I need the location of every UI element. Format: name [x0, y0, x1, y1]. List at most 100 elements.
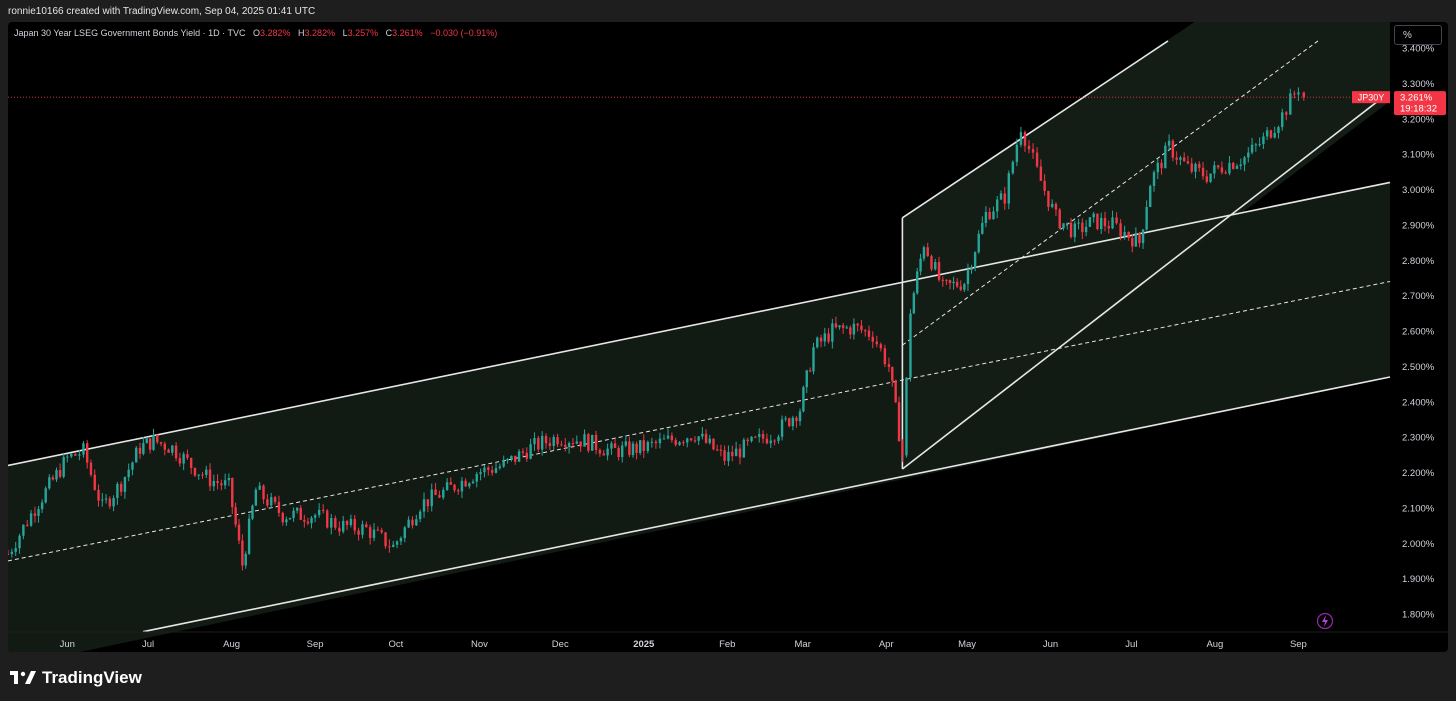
candle-body: [856, 323, 859, 326]
candle-body: [598, 450, 602, 454]
candle-body: [216, 481, 219, 484]
candle-body: [58, 470, 62, 477]
candle-body: [571, 443, 575, 445]
candle-body: [33, 513, 37, 516]
candle-body: [167, 449, 170, 453]
candle-body: [697, 436, 700, 441]
candle-body: [1115, 217, 1118, 224]
candle-body: [901, 441, 904, 456]
change-value: −0.030 (−0.91%): [430, 28, 498, 38]
candle-body: [602, 453, 605, 456]
candle-body: [552, 437, 555, 446]
candle-body: [977, 233, 980, 253]
candle-body: [403, 527, 406, 539]
candle-body: [841, 325, 845, 328]
candle-body: [48, 477, 51, 489]
high-value: 3.282%: [304, 28, 336, 38]
candle-body: [860, 325, 863, 331]
candle-body: [1043, 180, 1046, 191]
candle-body: [617, 447, 620, 458]
candle-body: [784, 418, 787, 420]
candle-body: [372, 529, 376, 538]
y-tick-label: 2.300%: [1402, 433, 1435, 444]
candle-body: [86, 443, 89, 463]
candle-body: [941, 279, 945, 281]
candle-body: [93, 474, 96, 490]
candle-body: [502, 460, 505, 467]
y-tick-label: 1.800%: [1402, 610, 1435, 621]
candle-body: [606, 448, 609, 456]
open-value: 3.282%: [260, 28, 291, 38]
y-tick-label: 2.500%: [1402, 362, 1435, 373]
symbol-tag-label: JP30Y: [1358, 93, 1385, 103]
x-tick-label: Sep: [1290, 639, 1307, 650]
candle-body: [1182, 157, 1186, 162]
candle-body: [701, 433, 704, 437]
candle-body: [712, 438, 715, 450]
candle-body: [1035, 152, 1039, 167]
candle-body: [223, 480, 227, 486]
x-tick-label: Nov: [471, 639, 488, 650]
candle-body: [1190, 163, 1193, 172]
candle-body: [594, 434, 598, 451]
percent-scale-button[interactable]: %: [1394, 25, 1442, 45]
main-channel-lower-line: [142, 376, 1391, 633]
candle-body: [952, 281, 955, 284]
candle-body: [361, 524, 364, 535]
candle-body: [1003, 193, 1006, 204]
candle-body: [8, 553, 10, 555]
candle-body: [984, 211, 988, 223]
steep-channel-upper-line: [901, 40, 1169, 219]
candle-body: [894, 380, 897, 403]
candle-body: [575, 441, 579, 444]
candle-body: [791, 417, 795, 427]
candle-body: [171, 445, 174, 453]
candle-body: [981, 222, 984, 234]
candle-body: [963, 284, 966, 290]
chart-area[interactable]: 1.800% 1.900% 2.000% 2.100% 2.200% 2.300% 2.40…: [8, 22, 1448, 652]
main-channel-mid-line: [8, 280, 1391, 562]
candle-body: [831, 323, 834, 342]
candle-body: [281, 512, 284, 523]
candle-body: [44, 488, 47, 503]
candle-body: [1258, 144, 1261, 146]
last-price-label: 3.261%: [1400, 93, 1433, 104]
candle-body: [996, 199, 999, 212]
candle-body: [321, 509, 325, 511]
candle-body: [483, 467, 486, 473]
candle-body: [529, 444, 532, 459]
candle-body: [251, 505, 254, 519]
candle-body: [560, 444, 563, 446]
price-chart-svg[interactable]: 1.800% 1.900% 2.000% 2.100% 2.200% 2.300% 2.40…: [8, 22, 1448, 652]
candle-body: [468, 483, 471, 487]
candle-body: [919, 258, 922, 272]
candle-body: [934, 262, 937, 270]
candle-body: [1092, 213, 1095, 218]
candle-body: [1265, 130, 1269, 137]
candle-body: [1031, 149, 1035, 153]
candle-body: [1011, 161, 1015, 174]
candle-body: [819, 337, 823, 342]
candle-body: [948, 280, 952, 284]
candle-body: [434, 489, 437, 496]
candle-body: [445, 482, 449, 490]
candle-body: [567, 443, 571, 447]
candle-body: [449, 482, 453, 485]
candle-body: [475, 474, 478, 482]
candle-body: [97, 489, 100, 501]
y-tick-label: 2.400%: [1402, 397, 1435, 408]
candle-body: [635, 443, 638, 453]
y-tick-label: 2.000%: [1402, 539, 1435, 550]
candle-body: [152, 434, 155, 450]
low-value: 3.257%: [347, 28, 379, 38]
y-tick-label: 2.600%: [1402, 327, 1435, 338]
candle-body: [62, 457, 65, 477]
candle-body: [464, 480, 467, 487]
close-label: C: [385, 28, 393, 38]
candle-body: [1019, 132, 1023, 145]
lightning-icon[interactable]: [1316, 612, 1334, 630]
candle-body: [788, 418, 791, 427]
candle-body: [292, 510, 295, 518]
candle-body: [506, 458, 509, 461]
candle-body: [1084, 226, 1088, 233]
